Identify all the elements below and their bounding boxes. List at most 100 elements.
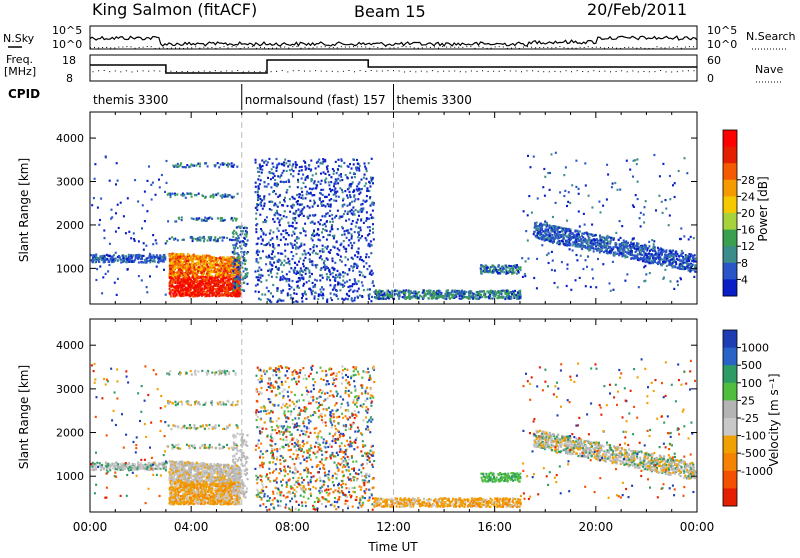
echo-cell (290, 294, 292, 296)
echo-cell (270, 178, 272, 180)
echo-cell (296, 264, 298, 266)
echo-cell (338, 159, 340, 161)
echo-cell (293, 204, 295, 206)
echo-cell (279, 279, 281, 281)
echo-cell (177, 239, 179, 241)
echo-cell (340, 244, 342, 246)
nsearch-dot (657, 46, 658, 47)
echo-cell (327, 245, 329, 247)
echo-cell (145, 261, 147, 263)
echo-cell (310, 192, 312, 194)
echo-cell (278, 259, 280, 261)
echo-cell (207, 266, 209, 268)
echo-cell (342, 191, 344, 193)
echo-cell (354, 297, 356, 299)
echo-cell (335, 195, 337, 197)
nave-dot (449, 71, 450, 72)
nave-dot (527, 70, 528, 71)
echo-cell (276, 290, 278, 292)
echo-cell (256, 223, 258, 225)
echo-cell (309, 258, 311, 260)
echo-cell (480, 271, 482, 273)
echo-cell (347, 205, 349, 207)
echo-cell (304, 179, 306, 181)
echo-cell (236, 290, 238, 292)
nave-dot (688, 70, 689, 71)
nave-tick-bottom: 0 (707, 72, 714, 85)
echo-cell (470, 290, 472, 292)
echo-cell (339, 187, 341, 189)
echo-cell (498, 272, 500, 274)
echo-cell (210, 238, 212, 240)
nsearch-dot (568, 48, 569, 49)
echo-cell (421, 296, 423, 298)
echo-cell (267, 183, 269, 185)
echo-cell (309, 261, 311, 263)
echo-cell (675, 263, 677, 265)
echo-cell (293, 170, 295, 172)
echo-cell (93, 197, 95, 199)
echo-cell (366, 178, 368, 180)
echo-cell (347, 211, 349, 213)
echo-cell (257, 185, 259, 187)
echo-cell (356, 251, 358, 253)
echo-cell (143, 249, 145, 251)
nsearch-dot (507, 48, 508, 49)
nave-dot (549, 71, 550, 72)
echo-cell (452, 296, 454, 298)
echo-cell (346, 237, 348, 239)
echo-cell (317, 181, 319, 183)
echo-cell (243, 282, 245, 284)
echo-cell (337, 270, 339, 272)
echo-cell (355, 198, 357, 200)
nave-dot (204, 70, 205, 71)
echo-cell (243, 257, 245, 259)
echo-cell (348, 218, 350, 220)
nsearch-dot (313, 47, 314, 48)
echo-cell (263, 244, 265, 246)
echo-cell (484, 267, 486, 269)
echo-cell (319, 279, 321, 281)
echo-cell (158, 179, 160, 181)
echo-cell (202, 195, 204, 197)
echo-cell (178, 253, 180, 255)
echo-cell (289, 169, 291, 171)
echo-cell (326, 239, 328, 241)
nave-dot (410, 71, 411, 72)
nave-dot (387, 70, 388, 71)
echo-cell (211, 257, 213, 259)
echo-cell (304, 252, 306, 254)
echo-cell (280, 276, 282, 278)
echo-cell (518, 271, 520, 273)
echo-cell (335, 294, 337, 296)
nsearch-dot (559, 46, 560, 47)
echo-cell (159, 186, 161, 188)
echo-cell (194, 257, 196, 259)
echo-cell (325, 173, 327, 175)
nsearch-dot (377, 47, 378, 48)
echo-cell (268, 290, 270, 292)
echo-cell (235, 269, 237, 271)
echo-cell (322, 236, 324, 238)
echo-cell (227, 257, 229, 259)
nave-dot (694, 70, 695, 71)
echo-cell (348, 244, 350, 246)
echo-cell (293, 292, 295, 294)
echo-cell (498, 269, 500, 271)
echo-cell (283, 199, 285, 201)
nave-dot (482, 70, 483, 71)
echo-cell (297, 181, 299, 183)
echo-cell (355, 209, 357, 211)
echo-cell (276, 238, 278, 240)
echo-cell (191, 196, 193, 198)
echo-cell (255, 191, 257, 193)
echo-cell (240, 230, 242, 232)
echo-cell (323, 204, 325, 206)
echo-cell (99, 265, 101, 267)
echo-cell (289, 288, 291, 290)
echo-cell (322, 200, 324, 202)
echo-cell (359, 271, 361, 273)
echo-cell (246, 233, 248, 235)
echo-cell (237, 252, 239, 254)
echo-cell (299, 166, 301, 168)
